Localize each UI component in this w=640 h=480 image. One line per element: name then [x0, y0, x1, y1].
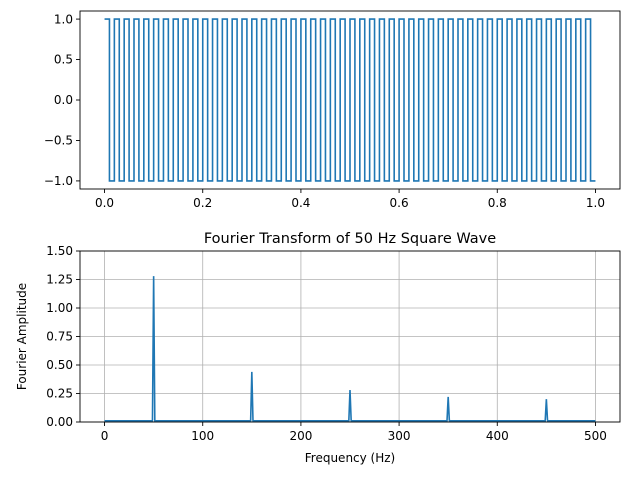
plot2-ytick-label-6: 1.50: [46, 244, 73, 258]
plot1-series-square-wave: [104, 18, 596, 182]
plot2-xlabel: Frequency (Hz): [305, 451, 396, 465]
plot2-xtick-label-4: 400: [486, 429, 509, 443]
plot2-ytick-label-5: 1.25: [46, 273, 73, 287]
plot1-ytick-label-1: −0.5: [44, 134, 73, 148]
plot1-xtick-label-3: 0.6: [390, 196, 409, 210]
plot1-ytick-label-4: 1.0: [54, 12, 73, 26]
plot2-xtick-label-1: 100: [191, 429, 214, 443]
plot1-ytick-label-2: 0.0: [54, 93, 73, 107]
plot2-ytick-label-1: 0.25: [46, 387, 73, 401]
plot2-xtick-label-2: 200: [289, 429, 312, 443]
plot2-ytick-label-2: 0.50: [46, 358, 73, 372]
plot1-xtick-label-4: 0.8: [488, 196, 507, 210]
plot1-xtick-label-1: 0.2: [193, 196, 212, 210]
plot1-ytick-label-0: −1.0: [44, 174, 73, 188]
plot2-ytick-label-3: 0.75: [46, 330, 73, 344]
plot2-xtick-label-3: 300: [388, 429, 411, 443]
plot2-title: Fourier Transform of 50 Hz Square Wave: [204, 231, 496, 247]
plot2-ytick-label-0: 0.00: [46, 415, 73, 429]
plot2-xtick-label-5: 500: [584, 429, 607, 443]
plot2-ylabel: Fourier Amplitude: [15, 283, 29, 390]
plot1-xtick-label-2: 0.4: [291, 196, 310, 210]
plot1-xtick-label-5: 1.0: [586, 196, 605, 210]
plot2-ytick-label-4: 1.00: [46, 301, 73, 315]
plot1-xtick-label-0: 0.0: [95, 196, 114, 210]
plot2-xtick-label-0: 0: [101, 429, 109, 443]
plot2-series-spectrum: [104, 276, 596, 422]
plot1-ytick-label-3: 0.5: [54, 53, 73, 67]
